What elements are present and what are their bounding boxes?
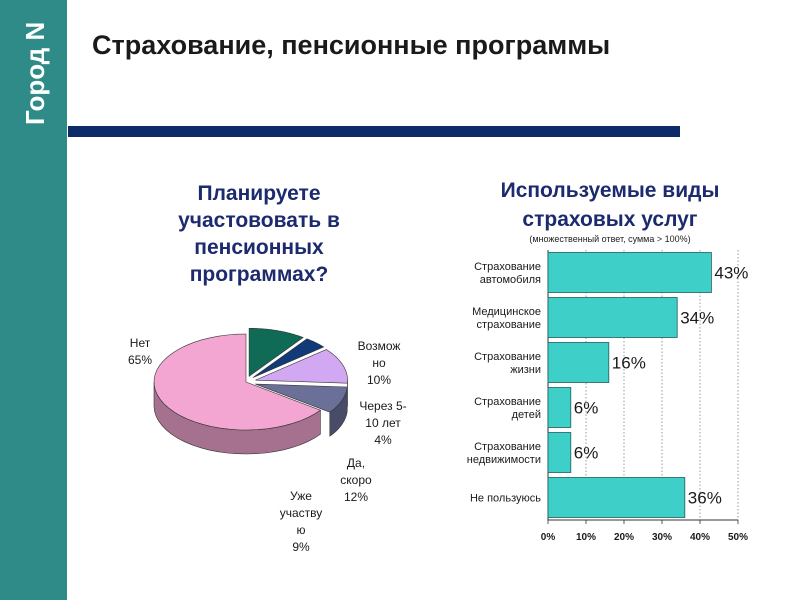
pie-chart-title: Планируете участововать в пенсионных програ… — [140, 180, 378, 288]
bar-value-label: 6% — [574, 399, 599, 418]
category-label: Страхование — [474, 441, 541, 453]
category-label: недвижимости — [467, 454, 541, 466]
pie-title-line: пенсионных — [194, 236, 324, 259]
bar-value-label: 36% — [688, 489, 722, 508]
sidebar-band: Город N — [0, 0, 67, 600]
pie-slice-label-line: Нет — [129, 336, 151, 350]
category-label: Не пользуюсь — [470, 493, 541, 505]
bar-title-line: Используемые виды — [500, 179, 720, 202]
logo-text: Город N — [20, 22, 50, 125]
category-label: Медицинское — [472, 306, 541, 318]
pie-slice — [255, 349, 348, 384]
pie-slice — [153, 333, 322, 431]
x-tick-label: 40% — [690, 532, 710, 543]
pie-slice-label-line: Через 5- — [359, 399, 407, 413]
category-label: жизни — [510, 364, 541, 376]
pie-slice-label-line: 10% — [366, 373, 392, 387]
pie-slice-label-line: Да, — [346, 456, 366, 470]
city-logo: Город N — [20, 22, 50, 125]
bar-chart-subtitle: (множественный ответ, сумма > 100%) — [529, 234, 691, 244]
pie-slice-label-line: участву — [279, 506, 323, 520]
pie-slice — [255, 383, 348, 413]
pie-slice-label-line: 9% — [292, 540, 310, 554]
pie-slice-label-line: Возмож — [357, 339, 401, 353]
pie-title-line: участововать в — [178, 209, 340, 232]
pie-slice-label: Возмож но 10% — [345, 338, 413, 389]
pie-slice — [252, 338, 325, 378]
pie-slice-label-line: 10 лет — [365, 416, 401, 430]
pie-slice-label: Через 5- 10 лет 4% — [349, 398, 417, 449]
pie-title-line: Планируете — [197, 182, 321, 205]
x-tick-label: 20% — [614, 532, 634, 543]
x-tick-label: 10% — [576, 532, 596, 543]
pie-slice-label-line: скоро — [340, 473, 372, 487]
category-label: страхование — [477, 319, 541, 331]
bar — [547, 477, 686, 518]
bar — [547, 387, 572, 428]
category-label: Страхование — [474, 396, 541, 408]
bar-value-label: 43% — [714, 264, 748, 283]
pie-chart — [153, 328, 348, 455]
category-label: автомобиля — [480, 274, 541, 286]
pie-slice-label: Уже участву ю 9% — [270, 488, 332, 556]
title-divider — [68, 126, 680, 137]
bar-value-label: 34% — [680, 309, 714, 328]
pie-title-line: программах? — [189, 263, 329, 286]
bar — [547, 297, 678, 338]
pie-slice-label-line: 65% — [127, 353, 153, 367]
bar-title-line: страховых услуг — [522, 208, 698, 231]
category-label: Страхование — [474, 261, 541, 273]
pie-slice-label: Нет 65% — [110, 335, 170, 369]
pie-slice-label-line: но — [372, 356, 386, 370]
pie-slice — [248, 328, 304, 377]
page-title: Страхование, пенсионные программы — [92, 30, 611, 60]
x-tick-label: 0% — [541, 532, 556, 543]
pie-slice-label-line: ю — [296, 523, 306, 537]
x-tick-label: 30% — [652, 532, 672, 543]
pie-slice-label: Да, скоро 12% — [327, 455, 385, 506]
x-tick-label: 50% — [728, 532, 748, 543]
bar — [547, 432, 572, 473]
bar-chart-title: Используемые виды страховых услуг — [450, 176, 770, 234]
pie-slice-label-line: 12% — [343, 490, 369, 504]
bar-chart: 0% 10% 20% 30% 40% 50%43%Страхованиеавтомобил… — [467, 250, 748, 543]
bar-value-label: 16% — [612, 354, 646, 373]
bar — [547, 252, 712, 293]
category-label: детей — [512, 409, 541, 421]
bar-value-label: 6% — [574, 444, 599, 463]
category-label: Страхование — [474, 351, 541, 363]
pie-slice-label-line: Уже — [290, 489, 312, 503]
pie-slice-label-line: 4% — [374, 433, 392, 447]
bar — [547, 342, 610, 383]
